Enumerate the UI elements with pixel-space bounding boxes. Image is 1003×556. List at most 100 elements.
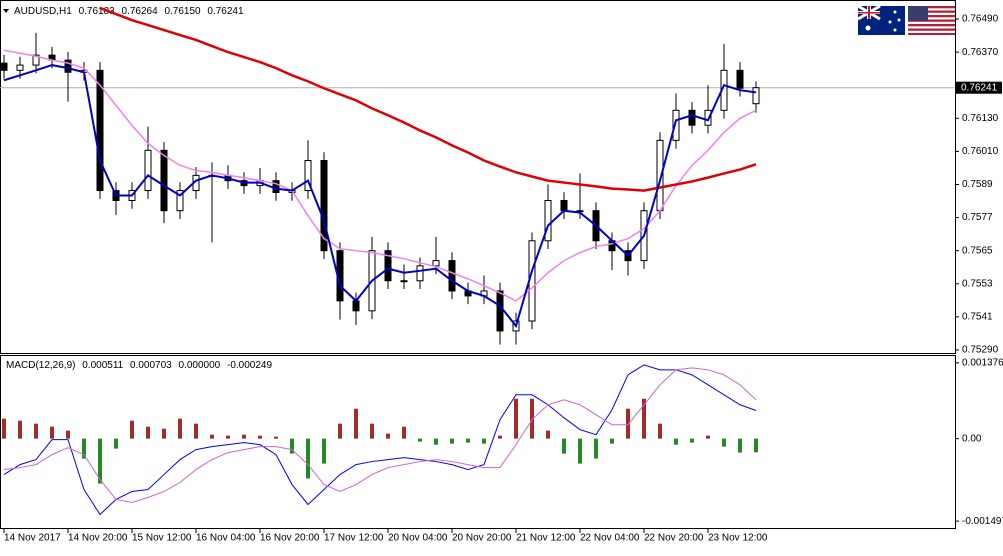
legend-signal: 0.000703 [130,360,172,371]
macd-legend: MACD(12,26,9) 0.000511 0.000703 0.000000… [6,360,272,371]
y-tick-label: 0.76010 [962,146,999,157]
histogram-bar [498,435,502,439]
line [3,64,757,329]
histogram-bar [34,423,38,439]
histogram-bar [18,420,22,439]
histogram-bar [50,426,54,439]
x-tick-label: 22 Nov 20:00 [644,533,704,544]
candle-body [400,280,408,283]
histogram-bar [626,408,630,439]
flag-australia [857,4,905,35]
histogram-bar [754,438,758,453]
histogram-bar [530,398,534,439]
macd-panel-frame [0,355,956,529]
y-tick-label: 0.001376 [962,357,1003,368]
histogram-bar [98,438,102,484]
y-tick-label: 0.7565 [962,245,993,256]
histogram-bar [594,438,598,459]
x-tick-label: 22 Nov 04:00 [580,533,640,544]
x-tick-label: 16 Nov 20:00 [260,533,320,544]
candle-body [352,300,360,312]
line [99,6,757,192]
histogram-bar [370,423,374,439]
y-tick-label: 0.76490 [962,14,999,25]
candle-body [448,260,456,292]
histogram-bar [418,438,422,442]
y-tick-label: 0.7577 [962,212,993,223]
histogram-bar [482,438,486,444]
histogram-bar [146,426,150,439]
candle-body [432,260,440,267]
candle-body [736,69,744,89]
histogram-bar [66,430,70,439]
price-panel-frame [0,0,956,354]
candle-body [416,265,424,282]
histogram-bar [130,420,134,439]
histogram-bar [162,428,166,439]
candle-body [560,199,568,212]
candle-body [0,62,8,71]
x-tick-label: 14 Nov 2017 [4,533,61,544]
histogram-bar [578,438,582,464]
histogram-bar [402,426,406,439]
candle-body [704,109,712,126]
x-tick-label: 15 Nov 12:00 [132,533,192,544]
candle-body [96,69,104,192]
line [3,49,757,302]
symbol: AUDUSD,H1 [14,6,72,17]
histogram-bar [290,438,294,454]
histogram-bar [434,438,438,445]
histogram-bar [690,438,694,443]
line [3,364,757,516]
histogram-bar [194,423,198,439]
x-tick-label: 21 Nov 12:00 [516,533,576,544]
x-tick-label: 16 Nov 04:00 [196,533,256,544]
candle-body [384,250,392,282]
y-tick-label: 0.76130 [962,113,999,124]
x-tick-label: 20 Nov 20:00 [452,533,512,544]
bid-label: 0.76241 [956,81,1002,94]
candle-body [752,87,760,105]
histogram-bar [274,436,278,439]
candle-body [272,180,280,193]
candle-body [32,54,40,66]
indicator-name: MACD(12,26,9) [6,360,75,371]
histogram-bar [642,398,646,439]
price-legend: AUDUSD,H1 0.76183 0.76264 0.76150 0.7624… [14,6,244,17]
legend-high: 0.76264 [122,6,159,17]
y-tick-label: 0.76370 [962,47,999,58]
x-tick-label: 14 Nov 20:00 [68,533,128,544]
histogram-bar [258,435,262,439]
histogram-bar [242,434,246,439]
histogram-bar [722,438,726,447]
x-tick-label: 23 Nov 12:00 [708,533,768,544]
histogram-bar [514,398,518,439]
histogram-bar [2,418,6,439]
legend-histogram: -0.000249 [227,360,272,371]
bid-label-box [956,81,1002,94]
histogram-bar [658,423,662,439]
histogram-bar [322,438,326,464]
candle-body [304,160,312,192]
candle-body [64,59,72,73]
histogram-bar [386,433,390,439]
candle-body [320,160,328,252]
histogram-bar [338,423,342,439]
legend-zero: 0.000000 [179,360,221,371]
candle-body [672,109,680,141]
flag-usa [908,6,955,35]
legend-close: 0.76241 [207,6,244,17]
candle-body [688,109,696,126]
y-tick-label: -0.001497 [962,516,1003,527]
candle-body [16,64,24,71]
histogram-bar [82,438,86,459]
legend-macd: 0.000511 [82,360,123,371]
histogram-bar [466,438,470,443]
y-tick-label: 0.7589 [962,179,993,190]
histogram-bar [546,430,550,439]
histogram-bar [706,435,710,439]
histogram-bar [226,435,230,439]
histogram-bar [306,438,310,479]
